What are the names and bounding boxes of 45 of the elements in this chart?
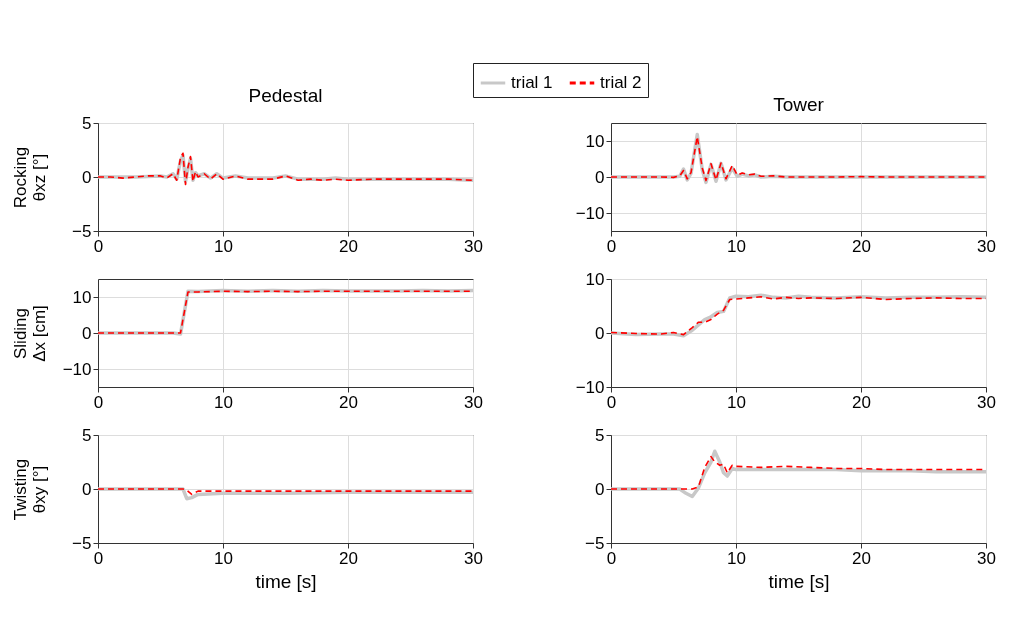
y-tick-label: −5 (585, 533, 605, 553)
y-tick-label: 0 (82, 323, 92, 343)
x-tick-label: 30 (977, 548, 996, 568)
x-tick-label: 10 (214, 548, 233, 568)
y-tick-label: 0 (82, 167, 92, 187)
y-axis-title: Sliding Δx [cm] (10, 305, 49, 362)
x-tick-label: 10 (214, 392, 233, 412)
x-tick-label: 30 (464, 392, 483, 412)
y-tick-label: 10 (585, 131, 605, 151)
x-tick-label: 30 (464, 548, 483, 568)
y-tick-label: 0 (595, 167, 605, 187)
y-axis-title: Twisting θxy [°] (10, 458, 49, 521)
x-tick-label: 20 (339, 236, 358, 256)
x-tick-label: 20 (852, 548, 871, 568)
x-tick-label: 20 (339, 548, 358, 568)
x-tick-label: 10 (727, 236, 746, 256)
y-tick-label: −5 (72, 533, 92, 553)
y-tick-label: 0 (82, 479, 92, 499)
y-tick-label: −5 (72, 221, 92, 241)
y-tick-label: −10 (575, 377, 605, 397)
chart-title: Pedestal (248, 85, 323, 106)
y-tick-label: 5 (82, 425, 92, 445)
x-axis-title: time [s] (768, 570, 830, 592)
legend-label: trial 2 (600, 73, 642, 92)
y-tick-label: 5 (82, 113, 92, 133)
y-tick-label: −10 (575, 203, 605, 223)
chart-title: Tower (773, 94, 825, 115)
x-tick-label: 10 (727, 392, 746, 412)
x-tick-label: 30 (977, 392, 996, 412)
x-tick-label: 20 (852, 392, 871, 412)
legend-label: trial 1 (511, 73, 553, 92)
y-axis-title: Rocking θxz [°] (10, 146, 49, 209)
x-tick-label: 30 (464, 236, 483, 256)
y-tick-label: 0 (595, 323, 605, 343)
x-tick-label: 20 (339, 392, 358, 412)
y-tick-label: 10 (72, 287, 92, 307)
y-tick-label: −10 (62, 359, 92, 379)
y-tick-label: 10 (585, 269, 605, 289)
x-tick-label: 30 (977, 236, 996, 256)
x-tick-label: 20 (852, 236, 871, 256)
y-tick-label: 0 (595, 479, 605, 499)
x-axis-title: time [s] (255, 570, 317, 592)
x-tick-label: 10 (727, 548, 746, 568)
x-tick-label: 10 (214, 236, 233, 256)
y-tick-label: 5 (595, 425, 605, 445)
